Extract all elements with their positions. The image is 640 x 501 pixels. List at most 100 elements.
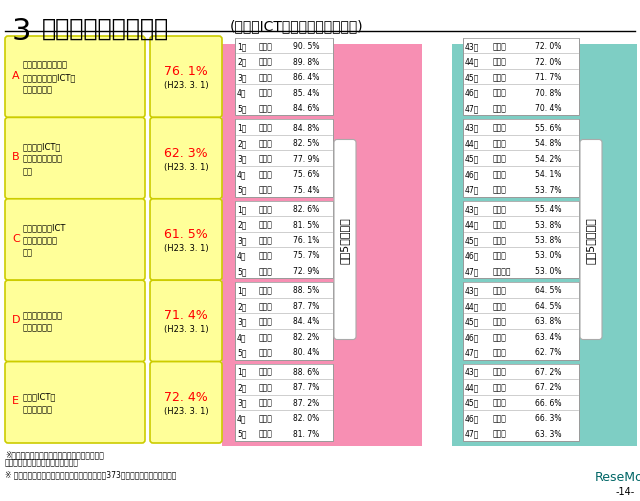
Text: 3位: 3位 bbox=[237, 73, 246, 82]
Text: 上位5都道府県: 上位5都道府県 bbox=[340, 217, 350, 264]
Bar bbox=[235, 201, 333, 279]
Text: 54. 2%: 54. 2% bbox=[535, 154, 561, 163]
Text: 45位: 45位 bbox=[465, 73, 479, 82]
Text: C: C bbox=[12, 233, 20, 243]
Bar bbox=[463, 364, 579, 441]
Text: 55. 6%: 55. 6% bbox=[535, 123, 561, 132]
Text: 66. 6%: 66. 6% bbox=[535, 398, 561, 407]
Text: 長野県: 長野県 bbox=[493, 286, 507, 295]
Text: 46位: 46位 bbox=[465, 251, 479, 260]
Text: 81. 7%: 81. 7% bbox=[293, 429, 319, 438]
Text: 奈良県: 奈良県 bbox=[493, 104, 507, 113]
Text: 茨城県: 茨城県 bbox=[259, 185, 273, 194]
Text: (H23. 3. 1): (H23. 3. 1) bbox=[164, 325, 208, 334]
Bar bbox=[463, 39, 579, 116]
Text: (H23. 3. 1): (H23. 3. 1) bbox=[164, 81, 208, 90]
Text: 77. 9%: 77. 9% bbox=[293, 154, 319, 163]
Text: 2位: 2位 bbox=[237, 58, 246, 67]
FancyBboxPatch shape bbox=[150, 281, 222, 362]
Text: 87. 7%: 87. 7% bbox=[293, 383, 319, 392]
Text: 岡山県: 岡山県 bbox=[259, 383, 273, 392]
Text: 愛媛県: 愛媛県 bbox=[259, 398, 273, 407]
Text: 沖縄県: 沖縄県 bbox=[259, 89, 273, 98]
Text: 1位: 1位 bbox=[237, 204, 246, 213]
Text: 67. 2%: 67. 2% bbox=[535, 367, 561, 376]
Text: 滋賀県: 滋賀県 bbox=[493, 170, 507, 179]
FancyBboxPatch shape bbox=[150, 37, 222, 118]
Text: 43位: 43位 bbox=[465, 367, 479, 376]
Text: 46位: 46位 bbox=[465, 89, 479, 98]
Text: 70. 4%: 70. 4% bbox=[535, 104, 561, 113]
Text: (教員のICT活用指導力・全校種): (教員のICT活用指導力・全校種) bbox=[230, 19, 364, 33]
Text: 茨城県: 茨城県 bbox=[259, 251, 273, 260]
Text: 64. 5%: 64. 5% bbox=[535, 286, 561, 295]
Text: 大阪府: 大阪府 bbox=[493, 413, 507, 422]
Text: 教材研究・指導の準
備・評価などにICTを
活用する能力: 教材研究・指導の準 備・評価などにICTを 活用する能力 bbox=[23, 61, 76, 95]
Text: 53. 0%: 53. 0% bbox=[535, 267, 561, 276]
FancyBboxPatch shape bbox=[5, 118, 145, 199]
Text: 54. 1%: 54. 1% bbox=[535, 170, 561, 179]
Text: 76. 1%: 76. 1% bbox=[164, 65, 208, 78]
Text: 72. 0%: 72. 0% bbox=[535, 42, 561, 51]
Text: 富山県: 富山県 bbox=[493, 348, 507, 357]
Text: 奈良県: 奈良県 bbox=[493, 332, 507, 341]
Text: 1位: 1位 bbox=[237, 42, 246, 51]
Text: 53. 0%: 53. 0% bbox=[535, 251, 561, 260]
Bar bbox=[235, 283, 333, 360]
Text: 3位: 3位 bbox=[237, 317, 246, 326]
Text: 滋賀県: 滋賀県 bbox=[493, 398, 507, 407]
Text: 88. 6%: 88. 6% bbox=[293, 367, 319, 376]
Text: 44位: 44位 bbox=[465, 383, 479, 392]
Text: 45位: 45位 bbox=[465, 398, 479, 407]
Text: 4位: 4位 bbox=[237, 170, 246, 179]
FancyBboxPatch shape bbox=[150, 362, 222, 443]
FancyBboxPatch shape bbox=[150, 199, 222, 281]
Text: 63. 4%: 63. 4% bbox=[535, 332, 561, 341]
Text: 43位: 43位 bbox=[465, 123, 479, 132]
Text: (H23. 3. 1): (H23. 3. 1) bbox=[164, 162, 208, 171]
Text: 43位: 43位 bbox=[465, 42, 479, 51]
Text: 山形県: 山形県 bbox=[493, 301, 507, 310]
Text: 高知県: 高知県 bbox=[259, 154, 273, 163]
Bar bbox=[463, 201, 579, 279]
Text: D: D bbox=[12, 314, 20, 324]
Text: 回答した教員の大項目別の割合。: 回答した教員の大項目別の割合。 bbox=[5, 457, 79, 466]
Text: 44位: 44位 bbox=[465, 58, 479, 67]
FancyBboxPatch shape bbox=[5, 281, 145, 362]
Text: 滋賀県: 滋賀県 bbox=[493, 251, 507, 260]
Text: 東京都: 東京都 bbox=[493, 42, 507, 51]
Text: E: E bbox=[12, 395, 19, 405]
Text: 84. 8%: 84. 8% bbox=[293, 123, 319, 132]
Text: 71. 4%: 71. 4% bbox=[164, 309, 208, 322]
Text: 3位: 3位 bbox=[237, 235, 246, 244]
Text: 高知県: 高知県 bbox=[259, 413, 273, 422]
Text: 2位: 2位 bbox=[237, 220, 246, 229]
Text: 茨城県: 茨城県 bbox=[259, 429, 273, 438]
Text: 5位: 5位 bbox=[237, 429, 246, 438]
Text: 宮崎県: 宮崎県 bbox=[493, 58, 507, 67]
Text: 72. 0%: 72. 0% bbox=[535, 58, 561, 67]
FancyBboxPatch shape bbox=[5, 37, 145, 118]
Text: 87. 2%: 87. 2% bbox=[293, 398, 319, 407]
Text: 75. 4%: 75. 4% bbox=[293, 185, 319, 194]
Text: 43位: 43位 bbox=[465, 204, 479, 213]
Text: 上位・下位都道府県: 上位・下位都道府県 bbox=[42, 17, 169, 41]
Text: 81. 5%: 81. 5% bbox=[293, 220, 319, 229]
FancyBboxPatch shape bbox=[580, 140, 602, 340]
Text: 62. 7%: 62. 7% bbox=[535, 348, 561, 357]
Text: 53. 8%: 53. 8% bbox=[535, 235, 561, 244]
Text: 愛媛県: 愛媛県 bbox=[259, 58, 273, 67]
Text: 3: 3 bbox=[12, 17, 31, 46]
Text: 高知県: 高知県 bbox=[259, 235, 273, 244]
Text: 76. 1%: 76. 1% bbox=[293, 235, 319, 244]
Text: 55. 4%: 55. 4% bbox=[535, 204, 561, 213]
FancyBboxPatch shape bbox=[5, 362, 145, 443]
Text: 岡山県: 岡山県 bbox=[259, 170, 273, 179]
Text: 84. 4%: 84. 4% bbox=[293, 317, 319, 326]
Text: 5位: 5位 bbox=[237, 348, 246, 357]
Bar bbox=[463, 120, 579, 197]
Bar bbox=[235, 364, 333, 441]
Text: 64. 5%: 64. 5% bbox=[535, 301, 561, 310]
FancyBboxPatch shape bbox=[5, 199, 145, 281]
Text: 滋賀県: 滋賀県 bbox=[493, 317, 507, 326]
